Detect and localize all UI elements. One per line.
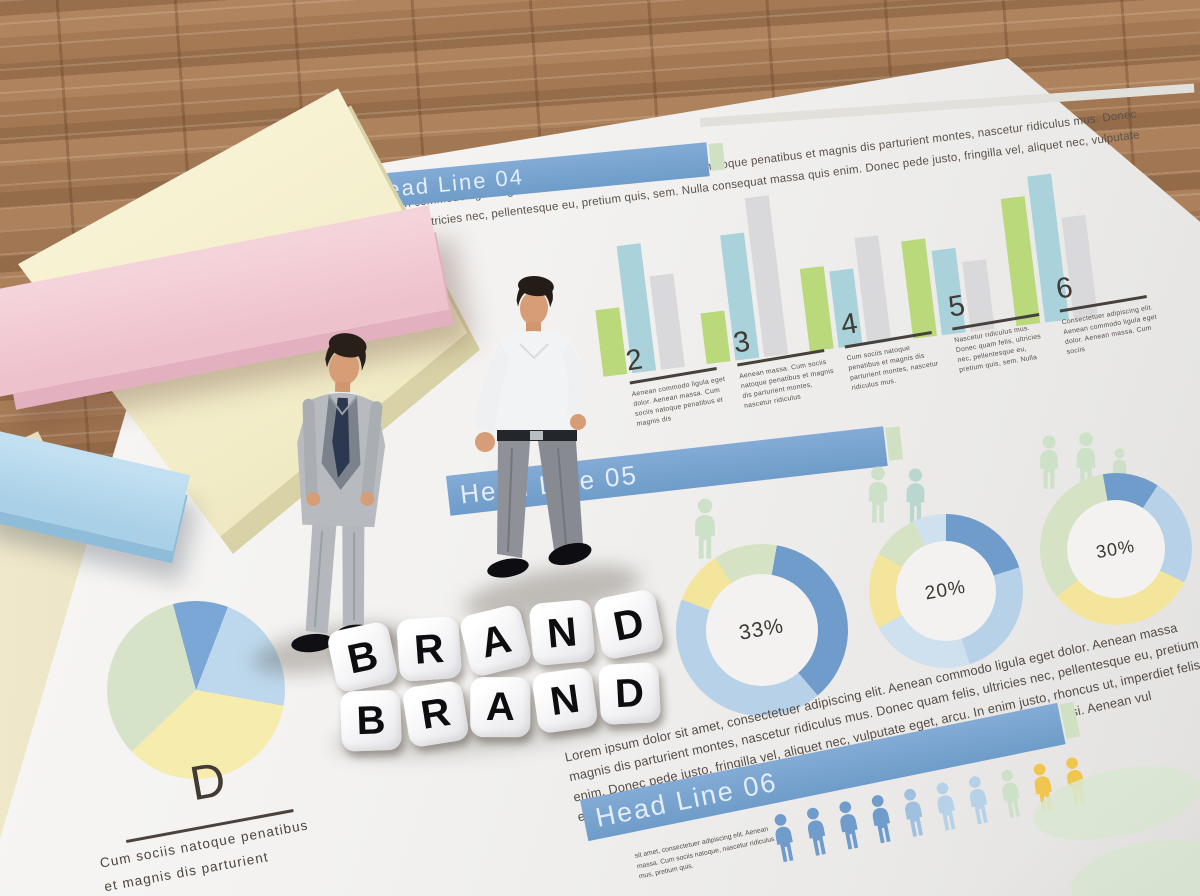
donut-chart-30: 30%: [1040, 473, 1192, 625]
person-icon: [993, 767, 1030, 826]
list-item-3: 3 Aenean massa. Cum sociis natoque penat…: [731, 314, 840, 412]
person-icon: [831, 798, 868, 857]
donut-33-label: 33%: [737, 614, 787, 645]
headline-04-accent: [708, 142, 726, 171]
person-icon: [766, 811, 803, 870]
donut-2-people-icons: [862, 466, 931, 529]
letter-die: D: [592, 587, 665, 661]
donut-hole: 33%: [706, 574, 818, 686]
person-icon: [688, 498, 722, 565]
donut-30-label: 30%: [1094, 535, 1137, 562]
letter-die: B: [325, 620, 400, 694]
figurine-businessman-suit: [291, 333, 386, 653]
list-item-2: 2 Aenean commodo ligula eget dolor. Aene…: [624, 332, 732, 430]
letter-die: R: [395, 615, 463, 682]
person-icon: [900, 468, 931, 529]
list-item-4: 4 Cum sociis natoque penatibus et magnis…: [839, 296, 947, 394]
donut-20-label: 20%: [923, 576, 968, 605]
person-icon: [1034, 435, 1064, 495]
donut-chart-33: 33%: [676, 544, 848, 716]
letter-die: A: [470, 677, 531, 738]
donut-1-people-icons: [688, 498, 722, 565]
person-icon: [862, 466, 894, 529]
person-icon: [960, 773, 997, 832]
person-icon: [928, 779, 965, 838]
letter-die: D: [598, 661, 662, 726]
letter-die: A: [457, 603, 534, 679]
person-icon: [863, 792, 900, 851]
pie-chart: [107, 601, 285, 779]
letter-die: N: [531, 666, 599, 735]
list-item-5: 5 Nascetur ridiculus mus. Donec quam fel…: [946, 278, 1055, 376]
letter-die: R: [401, 679, 470, 749]
donut-3-people-icons: [1034, 432, 1131, 495]
donut-hole: 20%: [895, 540, 997, 642]
donut-chart-20: 20%: [869, 514, 1023, 668]
person-icon: [896, 786, 933, 845]
list-item-6: 6 Consectetuer adipiscing elit. Aenean c…: [1054, 260, 1162, 358]
donut-hole: 30%: [1066, 499, 1166, 599]
person-icon: [798, 805, 835, 864]
letter-die: B: [339, 689, 403, 752]
letter-die: N: [528, 598, 596, 667]
population-icon-row: [766, 754, 1095, 870]
figurine-businessman-shirt: [475, 275, 592, 578]
